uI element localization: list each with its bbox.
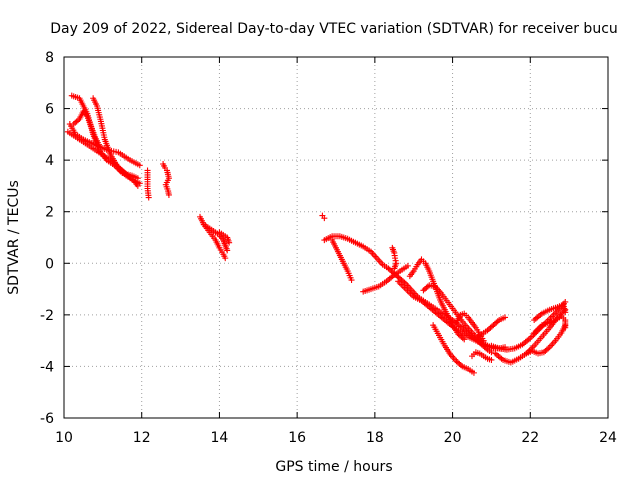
x-tick-label: 14 [211,430,229,446]
data-point [95,141,102,148]
y-tick-label: -2 [40,308,54,324]
chart-title: Day 209 of 2022, Sidereal Day-to-day VTE… [50,21,618,37]
data-point [222,255,229,262]
x-tick-label: 22 [521,430,539,446]
data-point [321,215,328,222]
data-point [165,191,172,198]
y-tick-label: 2 [45,205,54,221]
x-tick-label: 18 [366,430,384,446]
y-tick-label: 8 [45,50,54,66]
y-axis-label: SDTVAR / TECUs [6,180,22,295]
data-point [404,262,411,269]
y-tick-label: 6 [45,102,54,118]
data-point [461,336,468,343]
plot-frame [63,56,609,419]
data-point [224,247,231,254]
data-point [391,265,398,272]
data-point [480,337,487,344]
data-point [488,356,495,363]
data-point [145,194,152,201]
data-point [136,180,143,187]
y-tick-label: 0 [45,256,54,272]
data-point [392,255,399,262]
data-layer [64,92,569,376]
data-point [348,277,355,284]
x-tick-label: 10 [55,430,73,446]
data-point [562,309,569,316]
data-point [136,162,143,169]
x-tick-label: 16 [288,430,306,446]
data-point [562,324,569,331]
y-tick-label: 4 [45,153,54,169]
data-point [502,314,509,321]
x-axis-label: GPS time / hours [275,459,392,475]
x-tick-label: 12 [133,430,151,446]
x-tick-label: 24 [599,430,617,446]
data-point [226,239,233,246]
y-tick-label: -4 [40,359,54,375]
x-tick-label: 20 [444,430,462,446]
data-point [470,369,477,376]
grid-layer [64,57,608,418]
y-tick-label: -6 [40,411,54,427]
